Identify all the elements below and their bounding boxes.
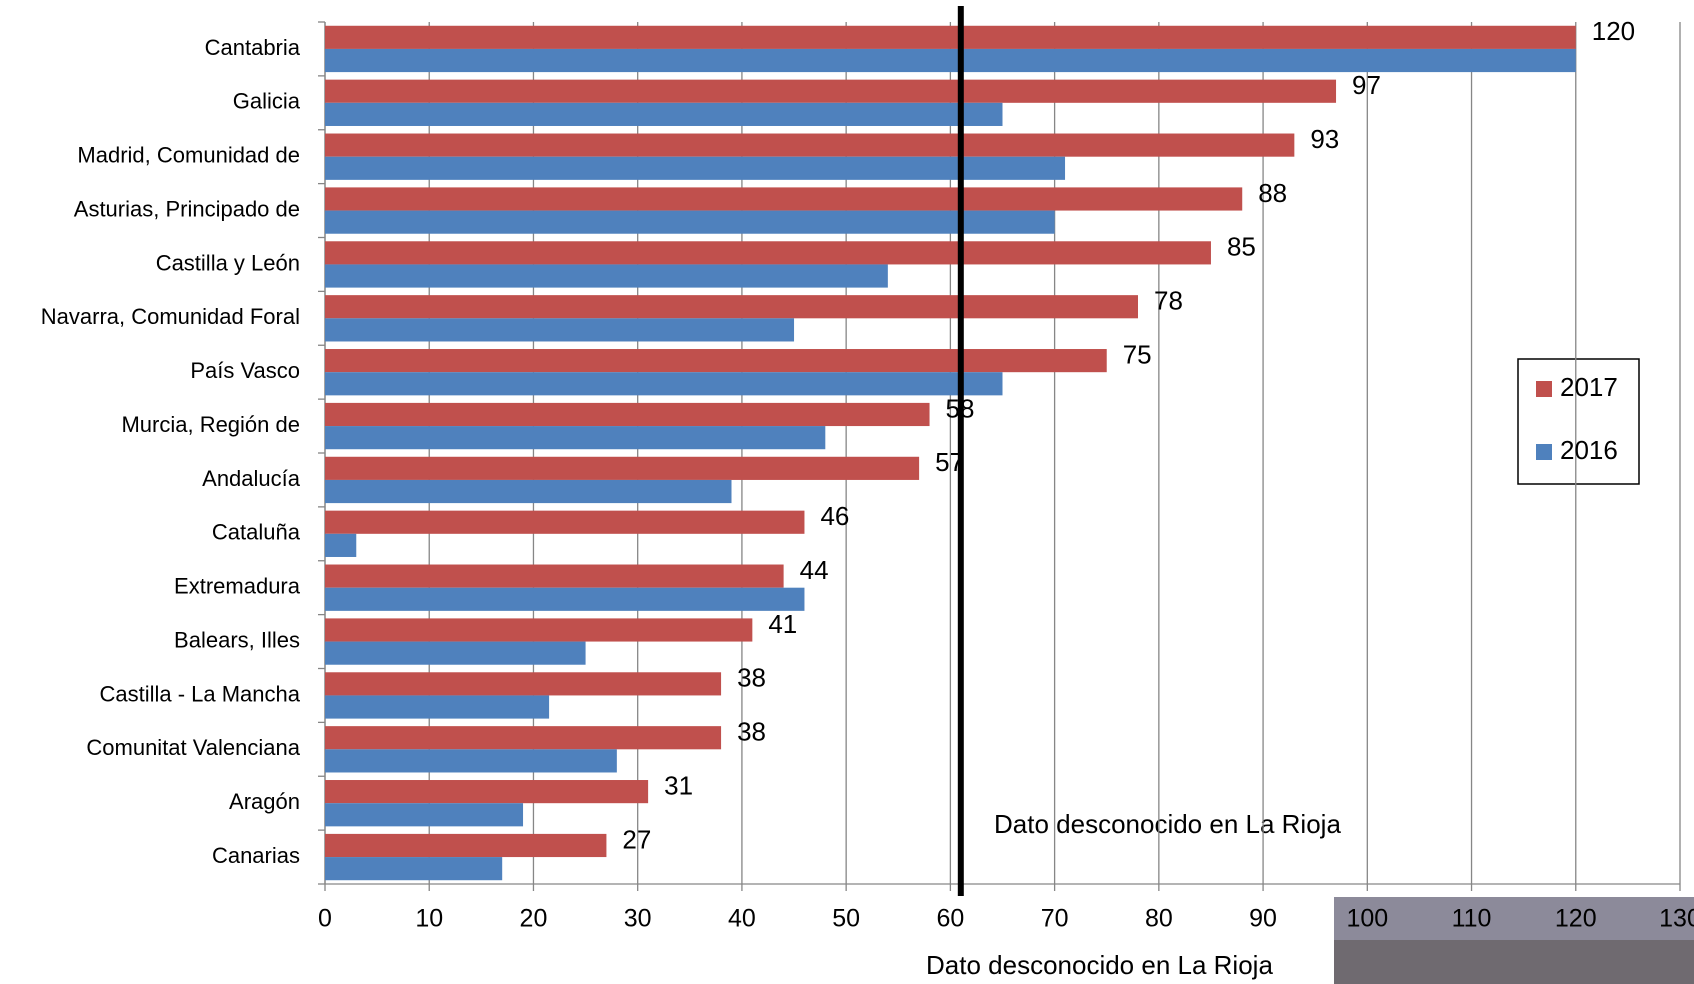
legend-label: 2016 [1560,435,1618,465]
bar [325,510,805,534]
value-label: 78 [1154,286,1183,316]
value-label: 93 [1310,124,1339,154]
bar [325,318,795,342]
x-tick-label: 0 [318,905,332,933]
annotation: Dato desconocido en La Rioja [994,809,1341,839]
value-label: 88 [1258,178,1287,208]
bar [325,187,1243,211]
bar [325,803,524,827]
bar [325,587,805,611]
bar [325,456,920,480]
y-tick-label: Balears, Illes [174,627,300,652]
x-tick-label: 120 [1555,905,1597,933]
value-label: 46 [820,501,849,531]
y-tick-label: Comunitat Valenciana [86,735,300,760]
x-tick-label: 70 [1041,905,1069,933]
x-tick-label: 130 [1659,905,1694,933]
annotation: Dato desconocido en La Rioja [926,950,1273,980]
y-tick-label: Galicia [233,89,301,114]
bar [325,402,930,427]
y-tick-label: Madrid, Comunidad de [77,143,300,168]
bar [325,726,722,750]
y-tick-label: Aragón [229,789,300,814]
legend-swatch [1536,381,1552,397]
legend-label: 2017 [1560,372,1618,402]
y-tick-label: Andalucía [202,466,301,491]
bar [325,833,607,858]
bar [325,533,357,557]
bar [325,241,1211,265]
y-tick-label: Murcia, Región de [121,412,300,437]
value-label: 41 [768,609,797,639]
bar [325,426,826,450]
value-label: 97 [1352,70,1381,100]
bar [325,672,722,696]
legend-swatch [1536,444,1552,460]
bar [325,295,1138,319]
x-tick-label: 50 [832,905,860,933]
x-tick-label: 100 [1346,905,1388,933]
bar [325,264,888,288]
bar [325,857,503,881]
bar [325,695,550,719]
x-tick-label: 60 [936,905,964,933]
bar [325,210,1055,234]
value-label: 31 [664,770,693,800]
bar [325,618,753,642]
y-tick-label: Castilla - La Mancha [99,681,300,706]
bar [325,102,1003,126]
x-tick-label: 110 [1452,905,1492,933]
x-tick-label: 30 [624,905,652,933]
x-tick-label: 90 [1249,905,1277,933]
y-tick-label: Asturias, Principado de [74,196,300,221]
bar [325,48,1576,73]
y-tick-label: Cataluña [212,520,301,545]
bar [325,79,1337,103]
bar [325,479,732,504]
value-label: 38 [737,663,766,693]
legend-box [1517,358,1640,485]
bar [325,25,1576,49]
y-tick-label: Canarias [212,843,300,868]
x-tick-label: 40 [728,905,756,933]
y-tick-label: Cantabria [205,35,301,60]
y-tick-label: Extremadura [174,574,301,599]
value-label: 27 [622,824,651,854]
bar [325,641,586,665]
x-tick-label: 10 [415,905,443,933]
x-tick-label: 20 [520,905,548,933]
y-tick-label: Castilla y León [156,250,300,275]
y-tick-label: Navarra, Comunidad Foral [41,304,300,329]
bar [325,564,784,588]
bar [325,372,1003,396]
value-label: 44 [800,555,829,585]
bar [325,749,617,773]
y-tick-label: País Vasco [190,358,300,383]
x-tick-label: 80 [1145,905,1173,933]
value-label: 38 [737,717,766,747]
bar [325,133,1295,157]
bar [325,349,1107,373]
bar [325,156,1066,180]
value-label: 120 [1592,16,1635,46]
bar [325,780,649,804]
background-photo-lower [1334,940,1694,984]
value-label: 85 [1227,232,1256,262]
value-label: 75 [1123,339,1152,369]
